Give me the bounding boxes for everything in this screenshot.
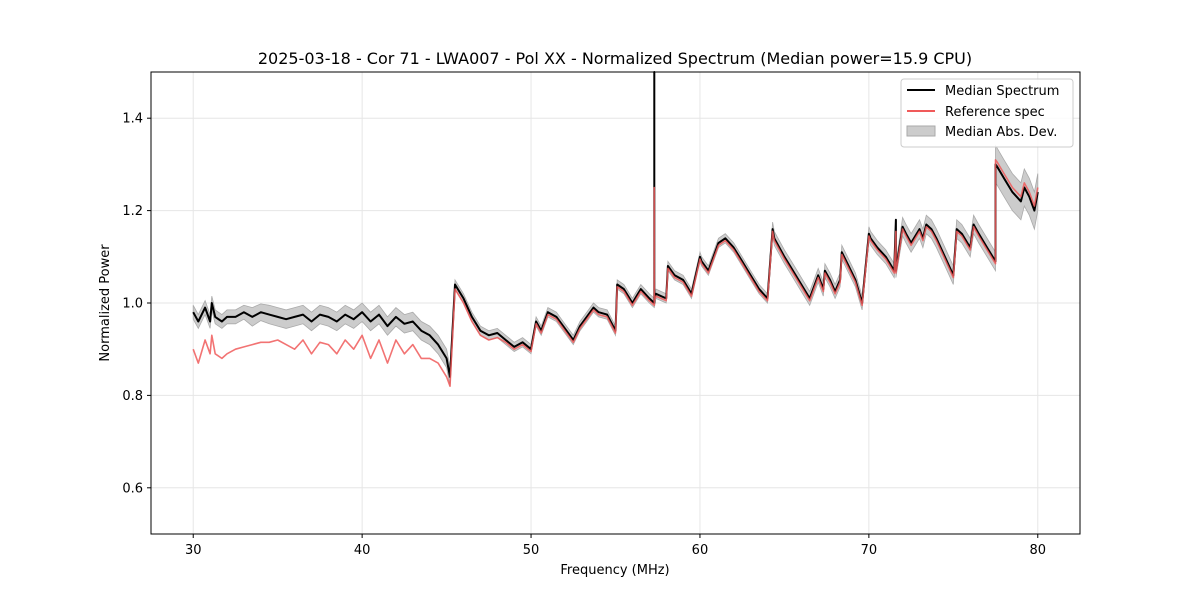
y-axis-ticks: 0.6 0.8 1.0 1.2 1.4 [122, 112, 151, 496]
y-tick-label: 1.2 [122, 204, 143, 219]
legend-reference-label: Reference spec [945, 105, 1045, 120]
reference-spec-line [192, 159, 1039, 387]
legend-mad-label: Median Abs. Dev. [945, 125, 1057, 140]
x-tick-label: 60 [692, 543, 709, 558]
chart-title: 2025-03-18 - Cor 71 - LWA007 - Pol XX - … [258, 49, 972, 68]
mad-band [192, 144, 1039, 387]
x-tick-label: 50 [523, 543, 540, 558]
y-tick-label: 1.4 [122, 112, 143, 127]
mad-band-layer [192, 144, 1039, 387]
legend: Median Spectrum Reference spec Median Ab… [900, 78, 1074, 148]
x-tick-label: 70 [861, 543, 878, 558]
x-axis-label: Frequency (MHz) [560, 563, 669, 578]
x-tick-label: 40 [354, 543, 371, 558]
median-spectrum-line [192, 71, 1039, 378]
y-tick-label: 1.0 [122, 297, 143, 312]
median-spectrum-layer [192, 71, 1039, 378]
y-tick-label: 0.8 [122, 389, 143, 404]
legend-mad-swatch [906, 125, 936, 137]
y-tick-label: 0.6 [122, 481, 143, 496]
legend-box [900, 78, 1074, 148]
y-axis-label: Normalized Power [98, 244, 113, 362]
reference-spec-layer [192, 159, 1039, 387]
x-tick-label: 80 [1029, 543, 1046, 558]
legend-median-label: Median Spectrum [945, 84, 1059, 99]
x-axis-ticks: 30 40 50 60 70 80 [185, 534, 1046, 558]
x-tick-label: 30 [185, 543, 202, 558]
